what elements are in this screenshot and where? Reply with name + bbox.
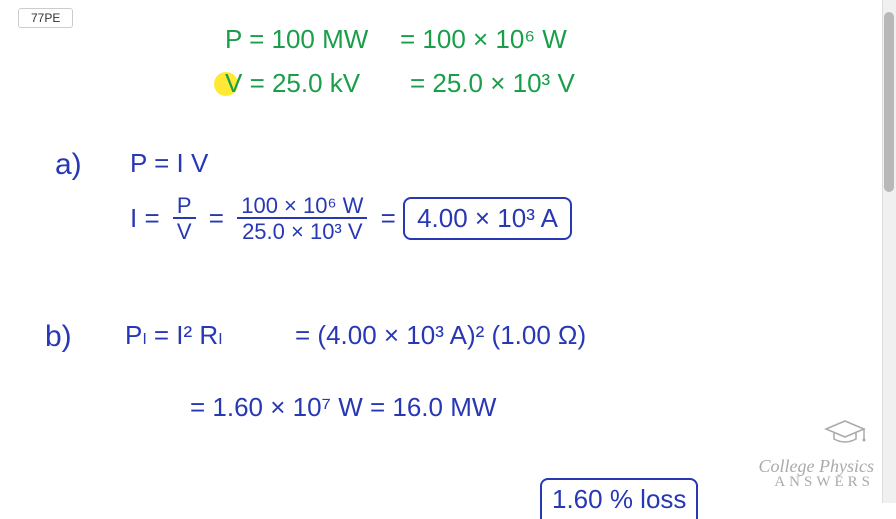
watermark-line2: ANSWERS — [759, 475, 874, 489]
given-v-rhs: = 25.0 × 10³ V — [410, 68, 575, 99]
logo-mortarboard-icon — [822, 417, 868, 447]
part-a-frac1: P V — [173, 195, 196, 245]
part-a-eq2-eq: = — [209, 203, 224, 233]
part-b-eq1-lhs: Pₗ = I² Rₗ — [125, 320, 223, 351]
part-a-eq1: P = I V — [130, 148, 208, 179]
given-p-rhs: = 100 × 10⁶ W — [400, 24, 567, 55]
part-a-eq2-lhs: I = — [130, 203, 160, 233]
watermark-line1: College Physics — [759, 458, 874, 475]
part-a-frac1-num: P — [173, 195, 196, 219]
part-b-eq2: = 1.60 × 10⁷ W = 16.0 MW — [190, 392, 496, 423]
given-v-lhs: V = 25.0 kV — [225, 68, 360, 99]
part-b-label: b) — [45, 320, 72, 354]
scrollbar-track — [882, 0, 896, 503]
part-a-eq2-result-eq: = — [381, 203, 396, 233]
given-p-lhs: P = 100 MW — [225, 24, 368, 55]
problem-badge-text: 77PE — [31, 11, 60, 25]
scrollbar-thumb[interactable] — [884, 12, 894, 192]
part-a-frac1-den: V — [173, 219, 196, 245]
bottom-partial: 1.60 % loss — [540, 478, 698, 519]
part-a-label: a) — [55, 148, 82, 182]
bottom-partial-text: 1.60 % loss — [552, 484, 686, 514]
part-a-answer: 4.00 × 10³ A — [417, 203, 558, 233]
watermark: College Physics ANSWERS — [759, 458, 874, 489]
problem-badge: 77PE — [18, 8, 73, 28]
part-a-frac2-den: 25.0 × 10³ V — [238, 219, 366, 245]
part-b-eq1-rhs: = (4.00 × 10³ A)² (1.00 Ω) — [295, 320, 586, 351]
part-a-frac2-num: 100 × 10⁶ W — [237, 195, 367, 219]
part-a-frac2: 100 × 10⁶ W 25.0 × 10³ V — [237, 195, 367, 245]
part-a-answer-box: 4.00 × 10³ A — [403, 197, 572, 240]
part-a-eq2: I = P V = 100 × 10⁶ W 25.0 × 10³ V = 4.0… — [130, 195, 572, 245]
bottom-partial-box: 1.60 % loss — [540, 478, 698, 519]
